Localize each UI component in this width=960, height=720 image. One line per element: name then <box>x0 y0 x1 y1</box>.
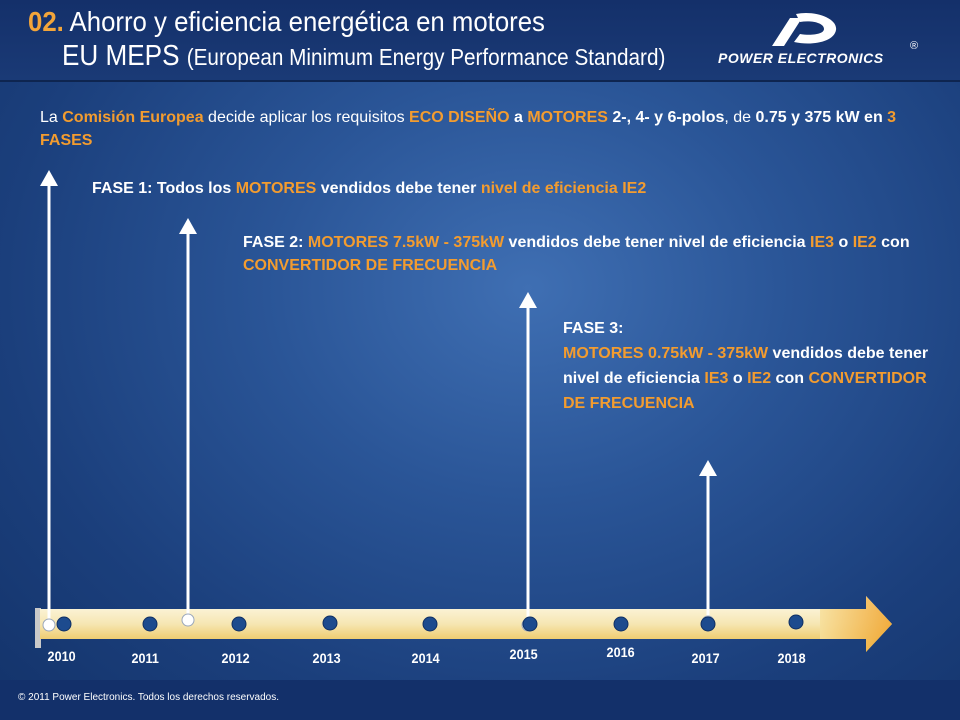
fase2-text: FASE 2: MOTORES 7.5kW - 375kW vendidos d… <box>243 234 910 274</box>
milestone-arrowhead-2010 <box>40 170 58 186</box>
intro-text: La Comisión Europea decide aplicar los r… <box>40 109 897 149</box>
milestone-marker-2010 <box>42 618 56 632</box>
copyright-text: © 2011 Power Electronics. Todos los dere… <box>18 692 280 703</box>
timeline-arrow <box>40 596 892 652</box>
milestone-arrowhead-2011 <box>179 218 197 234</box>
timeline-dot-2010 <box>56 616 72 632</box>
timeline-dot-2013 <box>322 615 338 631</box>
timeline-dot-2018 <box>788 614 804 630</box>
year-label-2016: 2016 <box>606 644 635 660</box>
footer-bar <box>0 680 960 720</box>
milestone-arrowhead-2017 <box>699 460 717 476</box>
fase3-text: FASE 3: MOTORES 0.75kW - 375kW vendidos d… <box>563 316 948 416</box>
timeline-dot-2012 <box>231 616 247 632</box>
logo-text: POWER ELECTRONICS <box>718 50 884 66</box>
fase1-text: FASE 1: Todos los MOTORES vendidos debe … <box>92 180 647 197</box>
page-subtitle: EU MEPS (European Minimum Energy Perform… <box>62 40 665 73</box>
year-label-2012: 2012 <box>221 650 250 666</box>
fase3-body: MOTORES 0.75kW - 375kW vendidos debe ten… <box>563 345 929 412</box>
title-line1: Ahorro y eficiencia energética en motore… <box>63 6 545 37</box>
year-label-2013: 2013 <box>312 650 341 666</box>
year-label-2017: 2017 <box>691 650 720 666</box>
timeline-dot-2011 <box>142 616 158 632</box>
registered-mark: ® <box>910 40 919 52</box>
timeline-dot-2015 <box>522 616 538 632</box>
page-title: 02. Ahorro y eficiencia energética en mo… <box>28 6 545 38</box>
fase3-heading: FASE 3: <box>563 320 624 337</box>
year-label-2010: 2010 <box>47 648 76 664</box>
milestone-marker-2011 <box>181 613 195 627</box>
timeline-dot-2016 <box>613 616 629 632</box>
timeline-dot-2014 <box>422 616 438 632</box>
title-line2-sub: (European Minimum Energy Performance Sta… <box>186 44 666 70</box>
timeline-arrow-head <box>820 596 892 652</box>
year-label-2018: 2018 <box>777 650 806 666</box>
power-electronics-logo: POWER ELECTRONICS ® <box>718 12 928 74</box>
year-label-2015: 2015 <box>509 646 538 662</box>
section-number: 02. <box>28 6 64 37</box>
timeline-dot-2017 <box>700 616 716 632</box>
title-line2-main: EU MEPS <box>62 40 187 72</box>
year-label-2011: 2011 <box>131 650 159 666</box>
milestone-arrowhead-2015 <box>519 292 537 308</box>
timeline-start-cap <box>35 608 41 648</box>
logo-mark-icon <box>772 12 837 46</box>
year-label-2014: 2014 <box>411 650 440 666</box>
